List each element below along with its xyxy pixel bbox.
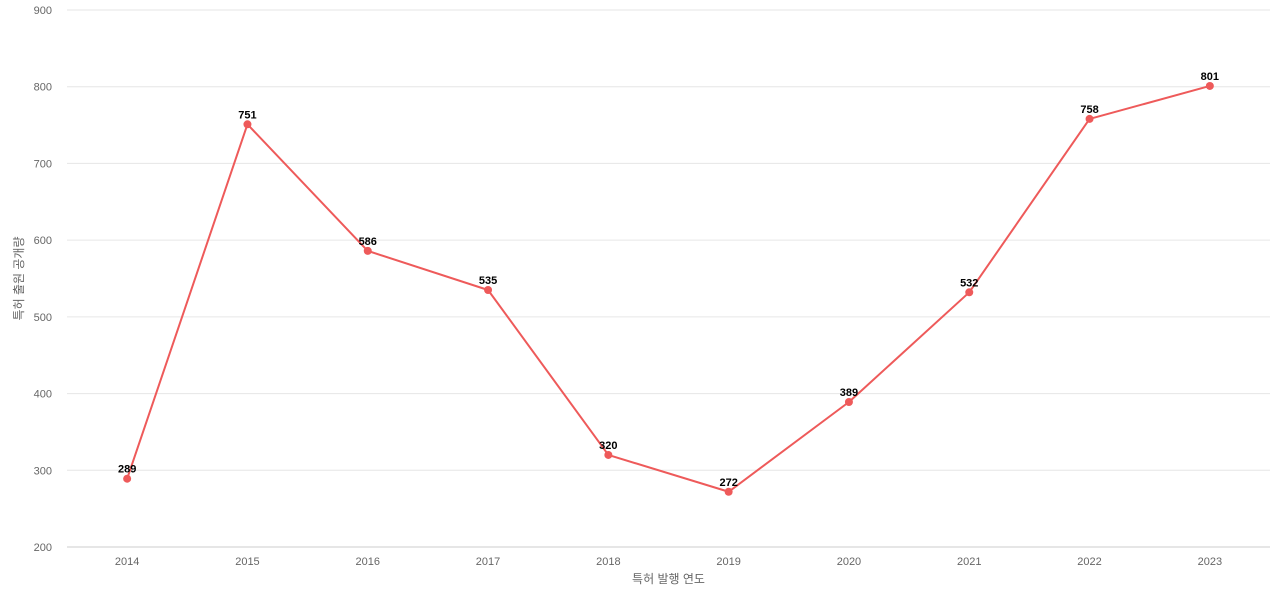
data-label: 389 [840, 387, 858, 399]
x-tick-label: 2022 [1077, 556, 1101, 568]
data-label: 758 [1080, 104, 1098, 116]
y-tick-label: 500 [34, 312, 52, 324]
gridlines [67, 9, 1270, 548]
x-tick-label: 2018 [596, 556, 620, 568]
x-tick-label: 2014 [115, 556, 139, 568]
data-label: 272 [719, 477, 737, 489]
y-tick-label: 700 [34, 158, 52, 170]
y-tick-label: 900 [34, 5, 52, 17]
x-tick-label: 2023 [1198, 556, 1222, 568]
data-label: 586 [359, 236, 377, 248]
data-label: 751 [238, 109, 256, 121]
series-layer [123, 81, 1214, 496]
data-label: 535 [479, 275, 497, 287]
data-point[interactable] [604, 450, 613, 459]
series-line [126, 84, 1211, 493]
data-point[interactable] [724, 487, 733, 496]
x-tick-label: 2016 [356, 556, 380, 568]
data-point[interactable] [484, 286, 493, 295]
data-point[interactable] [363, 246, 372, 255]
y-axis-title: 특허 출원 공개량 [12, 237, 26, 321]
data-point[interactable] [243, 120, 252, 129]
data-labels: 289 751 586 535 320 272 389 532 758 801 [118, 71, 1219, 489]
x-tick-label: 2017 [476, 556, 500, 568]
y-tick-label: 200 [34, 542, 52, 554]
x-tick-label: 2020 [837, 556, 861, 568]
data-point[interactable] [844, 398, 853, 407]
y-tick-label: 400 [34, 389, 52, 401]
y-tick-label: 800 [34, 82, 52, 94]
data-label: 289 [118, 464, 136, 476]
x-tick-label: 2019 [716, 556, 740, 568]
y-tick-label: 600 [34, 235, 52, 247]
x-axis-ticks: 2014 2015 2016 2017 2018 2019 2020 2021 2022 2023 [115, 556, 1222, 568]
y-tick-label: 300 [34, 465, 52, 477]
x-tick-label: 2015 [235, 556, 259, 568]
x-tick-label: 2021 [957, 556, 981, 568]
data-label: 320 [599, 440, 617, 452]
x-axis-title: 특허 발행 연도 [632, 571, 705, 586]
data-point[interactable] [1205, 81, 1214, 90]
data-point[interactable] [1085, 114, 1094, 123]
data-point[interactable] [123, 474, 132, 483]
data-label: 801 [1201, 71, 1219, 83]
data-point[interactable] [965, 288, 974, 297]
data-label: 532 [960, 277, 978, 289]
y-axis-ticks: 200 300 400 500 600 700 800 900 [34, 5, 52, 554]
